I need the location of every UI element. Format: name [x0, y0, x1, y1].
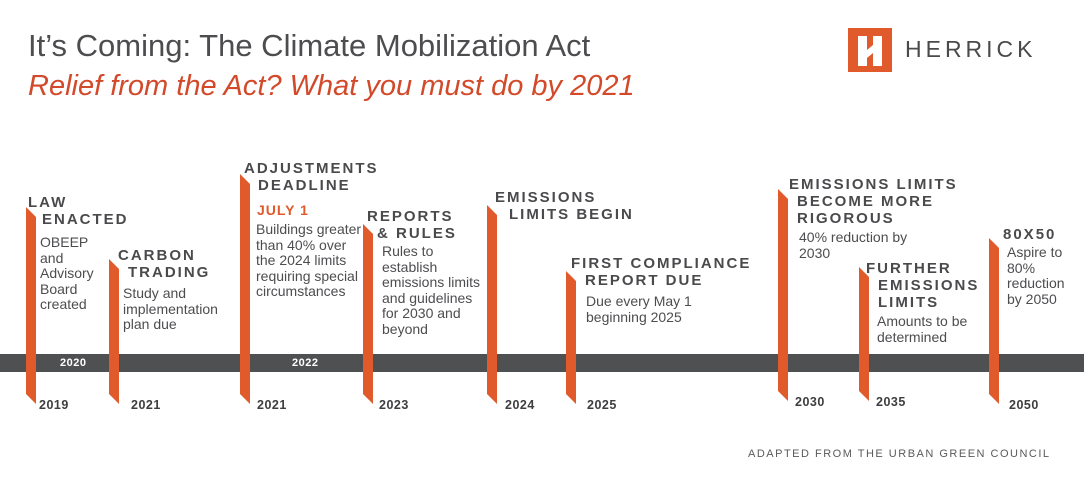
event-year: 2023: [379, 398, 409, 412]
event-year: 2019: [39, 398, 69, 412]
page-subtitle: Relief from the Act? What you must do by…: [28, 70, 635, 102]
timeline-bar: [0, 354, 1084, 372]
event-description: Study and implementation plan due: [123, 285, 218, 332]
source-credit: ADAPTED FROM THE URBAN GREEN COUNCIL: [748, 448, 1051, 460]
event-year: 2030: [795, 395, 825, 409]
event-year: 2024: [505, 398, 535, 412]
event-description: Buildings greater than 40% over the 2024…: [256, 221, 362, 299]
event-description: Due every May 1 beginning 2025: [586, 293, 692, 325]
timeline-flag: [240, 174, 250, 404]
brand-name: HERRICK: [905, 36, 1037, 62]
timeline-flag: [566, 271, 576, 404]
event-year: 2021: [131, 398, 161, 412]
timeline-flag: [363, 224, 373, 404]
event-year: 2021: [257, 398, 287, 412]
timeline-flag: [109, 259, 119, 404]
event-year: 2025: [587, 398, 617, 412]
event-heading: LAW ENACTED: [28, 194, 129, 228]
event-heading: EMISSIONS LIMITS BECOME MORE RIGOROUS: [789, 176, 958, 227]
timeline-flag: [487, 205, 497, 404]
event-description: 40% reduction by 2030: [799, 229, 908, 261]
event-heading: FURTHER EMISSIONS LIMITS: [866, 260, 980, 311]
bar-year-2020: 2020: [60, 357, 87, 369]
timeline-flag: [989, 238, 999, 404]
event-heading: CARBON TRADING: [118, 247, 211, 281]
event-heading: EMISSIONS LIMITS BEGIN: [495, 189, 634, 223]
bar-year-2022: 2022: [292, 357, 319, 369]
event-heading: ADJUSTMENTS DEADLINE: [244, 160, 379, 194]
timeline-flag: [859, 267, 869, 401]
event-description: Aspire to 80% reduction by 2050: [1007, 244, 1065, 307]
event-year: 2050: [1009, 398, 1039, 412]
page-title: It’s Coming: The Climate Mobilization Ac…: [28, 28, 591, 63]
event-description: Rules to establish emissions limits and …: [382, 243, 481, 337]
event-description: OBEEP and Advisory Board created: [40, 234, 94, 312]
event-year: 2035: [876, 395, 906, 409]
event-heading: REPORTS & RULES: [367, 208, 457, 242]
event-heading: 80X50: [1003, 226, 1057, 243]
event-description: Amounts to be determined: [877, 313, 968, 345]
timeline-flag: [778, 189, 788, 401]
timeline-flag: [26, 207, 36, 404]
event-heading: FIRST COMPLIANCE REPORT DUE: [571, 255, 752, 289]
herrick-logo-icon: [848, 28, 892, 72]
event-date-highlight: JULY 1: [257, 202, 309, 218]
